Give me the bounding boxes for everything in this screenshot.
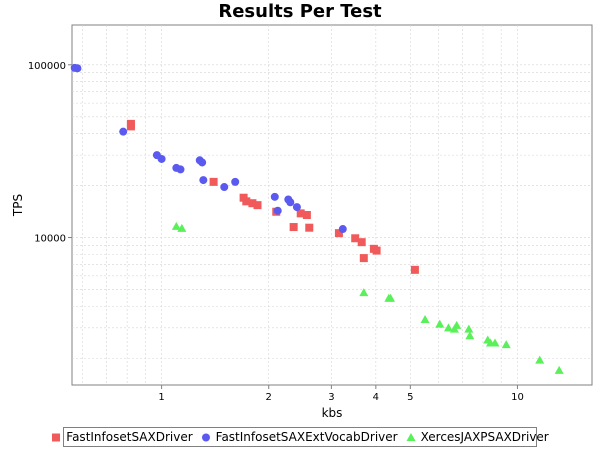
x-tick-label: 1 [158,392,164,403]
data-point [199,176,208,185]
data-point [157,154,166,163]
y-tick-label: 100000 [28,61,66,72]
data-point [351,234,360,243]
data-point [305,223,314,232]
data-point [372,246,381,255]
data-point [554,365,564,374]
data-point [231,177,240,186]
plot-area [71,24,593,386]
legend-marker [52,433,61,442]
x-tick-label: 3 [328,392,334,403]
data-point [220,183,229,192]
data-point [198,158,207,167]
data-points [70,63,564,374]
data-point [171,221,181,230]
data-point [501,340,511,349]
x-tick-label: 5 [407,392,413,403]
legend-item: FastInfosetSAXDriver [51,430,193,444]
legend-marker [201,433,210,442]
x-tick-label: 10 [511,392,524,403]
data-point [270,192,279,201]
data-point [242,197,251,206]
data-point [73,64,82,73]
data-point [535,355,545,364]
legend-marker [406,433,416,441]
x-tick-label: 4 [373,392,379,403]
data-point [273,206,282,215]
y-tick-label: 10000 [34,234,66,245]
x-tick-label: 2 [266,392,272,403]
series-FastInfosetSAXExtVocabDriver [70,63,347,234]
x-axis-label: kbs [322,406,343,420]
legend-item: XercesJAXPSAXDriver [406,430,549,444]
data-point [435,319,445,328]
data-point [292,203,301,212]
data-point [253,201,262,210]
legend: FastInfosetSAXDriver FastInfosetSAXExtVoc… [52,427,549,447]
data-point [126,119,135,128]
data-point [359,254,368,263]
data-point [465,331,475,340]
data-point [338,225,347,234]
data-point [357,238,366,247]
data-point [286,198,295,207]
data-point [209,177,218,186]
series-XercesJAXPSAXDriver [171,221,564,374]
data-point [334,229,343,238]
data-point [464,324,474,333]
data-point [359,288,369,297]
data-point [410,265,419,274]
data-point [289,223,298,232]
data-point [420,315,430,324]
data-point [248,199,257,208]
chart-title: Results Per Test [218,1,382,22]
legend-marker-shape [406,433,416,441]
data-point [452,320,462,329]
data-point [176,165,185,174]
data-point [177,223,187,232]
legend-item: FastInfosetSAXExtVocabDriver [201,430,398,444]
legend-label: FastInfosetSAXExtVocabDriver [215,430,398,444]
grid-lines [72,25,592,385]
axis-ticks: 1 2 3 4 5 10 10000 100000 [28,61,524,403]
data-point [296,209,305,218]
legend-marker-shape [52,433,61,442]
legend-label: XercesJAXPSAXDriver [420,430,549,444]
legend-marker-shape [201,433,210,442]
y-axis-label: TPS [11,194,25,217]
data-point [302,211,311,220]
data-point [490,338,500,347]
legend-label: FastInfosetSAXDriver [66,430,193,444]
data-point [386,293,396,302]
data-point [119,127,128,136]
data-point [443,323,453,332]
